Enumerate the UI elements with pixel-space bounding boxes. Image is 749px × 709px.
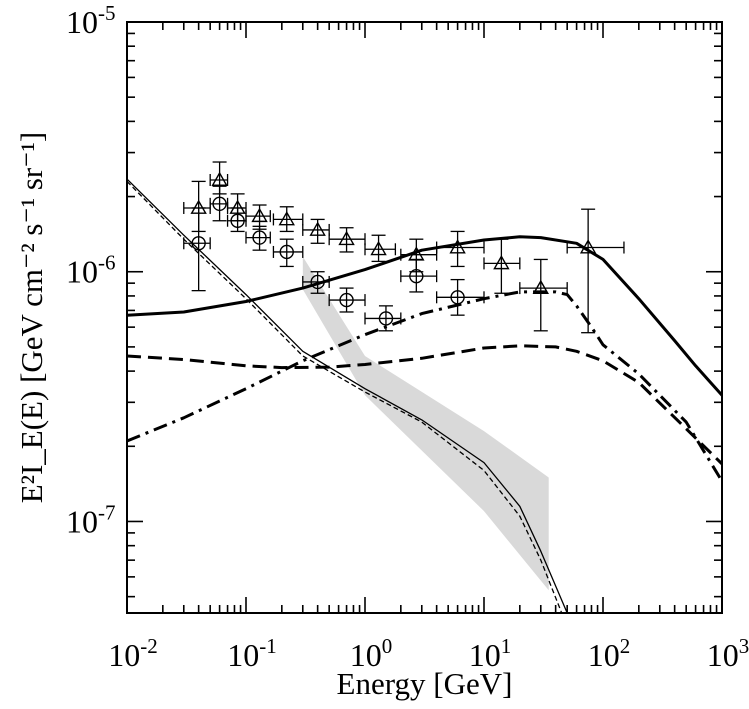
circle-point: [328, 287, 366, 313]
plot-frame: [126, 21, 723, 614]
x-tick-label-exp: 3: [739, 634, 749, 658]
triangle-marker: [190, 199, 207, 214]
lines-layer: [127, 178, 722, 613]
series-line-thick-dash-dot: [127, 290, 722, 482]
circle-marker: [191, 236, 206, 251]
triangle-point: [519, 258, 568, 332]
x-tick-label-exp: 2: [620, 634, 631, 658]
triangle-marker: [370, 240, 387, 256]
x-axis-title: Energy [GeV]: [337, 666, 513, 701]
x-tick-label-base: 10: [108, 637, 140, 673]
triangle-marker: [338, 230, 355, 246]
x-tick-label-exp: -2: [140, 634, 158, 658]
circle-point: [272, 238, 304, 268]
circle-point: [183, 207, 211, 292]
triangle-point: [245, 204, 271, 230]
y-tick-label-exp: -7: [98, 500, 116, 524]
triangle-marker: [532, 279, 549, 295]
x-tick-label-base: 10: [227, 637, 259, 673]
y-tick-label-base: 10: [66, 4, 98, 40]
series-line-thin-dashed: [127, 180, 563, 613]
circle-marker: [252, 230, 267, 245]
triangle-marker: [408, 246, 425, 261]
x-tick-label-exp: 0: [382, 634, 393, 658]
band-layer: [302, 256, 549, 591]
x-tick-label-exp: -1: [259, 634, 277, 658]
triangle-point: [209, 161, 229, 195]
series-line-thick-dashed: [127, 344, 722, 465]
shaded-band: [302, 256, 549, 591]
y-tick-label: 10-7: [66, 500, 116, 539]
circle-point: [400, 258, 438, 293]
triangle-marker: [449, 239, 466, 254]
series-line-thick-solid: [127, 235, 722, 397]
y-tick-label: 10-6: [66, 251, 116, 290]
triangle-marker: [493, 254, 510, 270]
circle-marker: [339, 292, 354, 308]
y-tick-label-exp: -6: [98, 251, 116, 275]
y-tick-label: 10-5: [66, 1, 116, 40]
series-line-thin-solid: [127, 178, 568, 613]
x-tick-label-base: 10: [469, 637, 501, 673]
circle-marker: [378, 311, 394, 326]
x-tick-label-base: 10: [350, 637, 382, 673]
triangle-point: [566, 208, 625, 334]
x-tick-label-base: 10: [707, 637, 739, 673]
triangle-marker: [278, 210, 295, 226]
circle-marker: [279, 244, 294, 260]
y-tick-label-base: 10: [66, 254, 98, 290]
triangle-point: [364, 234, 397, 263]
circle-marker: [212, 196, 227, 212]
triangle-point: [435, 230, 485, 268]
x-tick-label: 100: [350, 634, 393, 673]
circle-marker: [450, 290, 465, 305]
triangle-marker: [229, 199, 246, 214]
triangle-point: [272, 206, 304, 233]
y-tick-label-exp: -5: [98, 1, 116, 25]
x-tick-label-exp: 1: [501, 634, 512, 658]
triangle-point: [302, 218, 330, 244]
triangle-point: [226, 193, 247, 222]
y-tick-label-base: 10: [66, 503, 98, 539]
x-tick-label: 10-2: [108, 634, 158, 673]
circle-marker: [310, 274, 325, 290]
x-tick-label: 10-1: [227, 634, 277, 673]
x-tick-label: 103: [707, 634, 749, 673]
circle-point: [302, 271, 330, 294]
triangle-marker: [579, 239, 597, 254]
triangle-marker: [211, 171, 228, 186]
x-tick-label-base: 10: [588, 637, 620, 673]
circle-point: [435, 278, 485, 316]
triangle-point: [483, 238, 521, 294]
y-axis-title: E²I_E(E) [GeV cm⁻² s⁻¹ sr⁻¹]: [14, 132, 49, 504]
circle-point: [245, 225, 271, 251]
circle-point: [209, 185, 229, 222]
x-tick-label: 102: [588, 634, 631, 673]
ticks-layer: [126, 21, 723, 613]
points-layer: [183, 161, 625, 334]
triangle-point: [328, 227, 366, 253]
x-tick-label: 101: [469, 634, 512, 673]
triangle-point: [183, 180, 211, 233]
triangle-point: [400, 238, 438, 273]
triangle-marker: [251, 207, 268, 223]
triangle-marker: [309, 221, 326, 236]
circle-point: [364, 305, 402, 332]
